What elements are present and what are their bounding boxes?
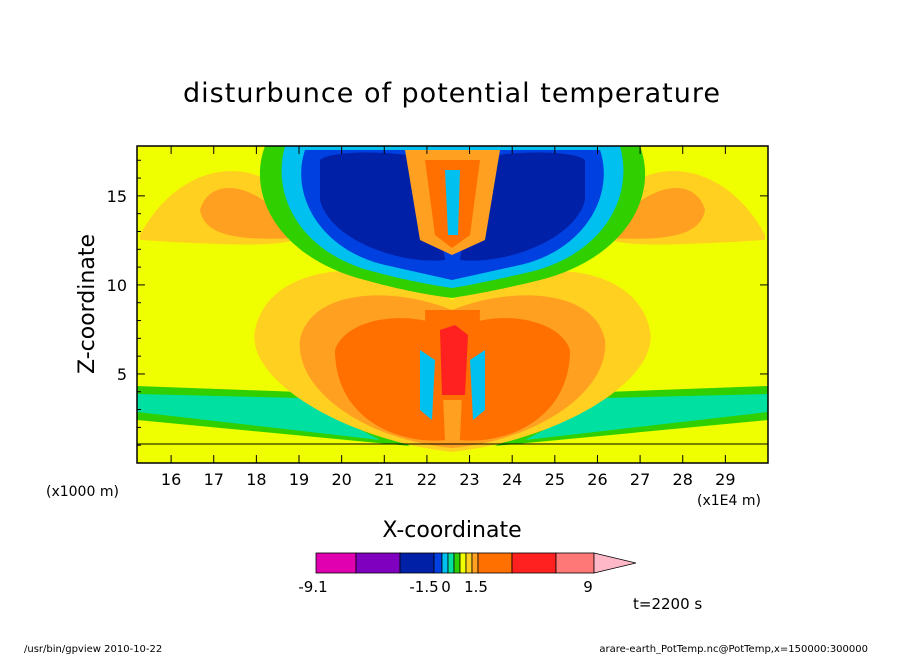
x-tick-label-16: 16: [161, 470, 181, 489]
colorbar-label: -1.5: [409, 578, 438, 596]
colorbar-segment: [471, 552, 479, 574]
chart-title: disturbunce of potential temperature: [183, 78, 721, 109]
y-axis-label: Z-coordinate: [75, 234, 100, 374]
colorbar-label: -9.1: [298, 578, 327, 596]
colorbar-tick-labels: -9.1 -1.5 0 1.5 9: [298, 578, 592, 596]
x-tick-label-26: 26: [587, 470, 607, 489]
x-tick-label-18: 18: [246, 470, 266, 489]
y-axis-ticks: 5 10 15: [107, 159, 768, 446]
x-scale-note: (x1E4 m): [697, 493, 761, 509]
colorbar-segment: [433, 552, 443, 574]
colorbar-label: 0: [441, 578, 451, 596]
x-tick-label-21: 21: [374, 470, 394, 489]
colorbar-segment: [511, 552, 557, 574]
plot-frame: [136, 145, 769, 464]
x-tick-label-28: 28: [673, 470, 693, 489]
colorbar-segment: [315, 552, 357, 574]
footer-left: /usr/bin/gpview 2010-10-22: [24, 644, 162, 654]
colorbar-segment: [355, 552, 401, 574]
colorbar-segment: [441, 552, 449, 574]
footer-right: arare-earth_PotTemp.nc@PotTemp,x=150000:…: [599, 644, 868, 654]
colorbar-label: 1.5: [464, 578, 488, 596]
colorbar-segment: [399, 552, 435, 574]
y-tick-label-10: 10: [107, 276, 127, 295]
y-tick-label-15: 15: [107, 187, 127, 206]
colorbar-segment: [555, 552, 595, 574]
colorbar-segment: [459, 552, 467, 574]
y-scale-note: (x1000 m): [46, 484, 119, 500]
colorbar-segment: [453, 552, 461, 574]
x-tick-label-24: 24: [502, 470, 522, 489]
x-tick-label-29: 29: [715, 470, 735, 489]
x-tick-label-19: 19: [289, 470, 309, 489]
colorbar-segment: [447, 552, 455, 574]
y-tick-label-5: 5: [117, 365, 127, 384]
colorbar-arrow: [593, 552, 637, 574]
x-tick-label-20: 20: [331, 470, 351, 489]
x-tick-label-23: 23: [459, 470, 479, 489]
colorbar: [315, 552, 637, 574]
x-axis-ticks: 16 17 18 19 20 21 22 23 24 25 26 27 28 29: [161, 146, 736, 489]
colorbar-segment: [465, 552, 473, 574]
x-tick-label-27: 27: [630, 470, 650, 489]
x-axis-label: X-coordinate: [382, 518, 521, 543]
colorbar-segment: [477, 552, 513, 574]
x-tick-label-17: 17: [204, 470, 224, 489]
x-tick-label-25: 25: [545, 470, 565, 489]
time-label: t=2200 s: [633, 595, 702, 613]
x-tick-label-22: 22: [417, 470, 437, 489]
colorbar-label: 9: [583, 578, 593, 596]
contour-field: [137, 146, 768, 463]
